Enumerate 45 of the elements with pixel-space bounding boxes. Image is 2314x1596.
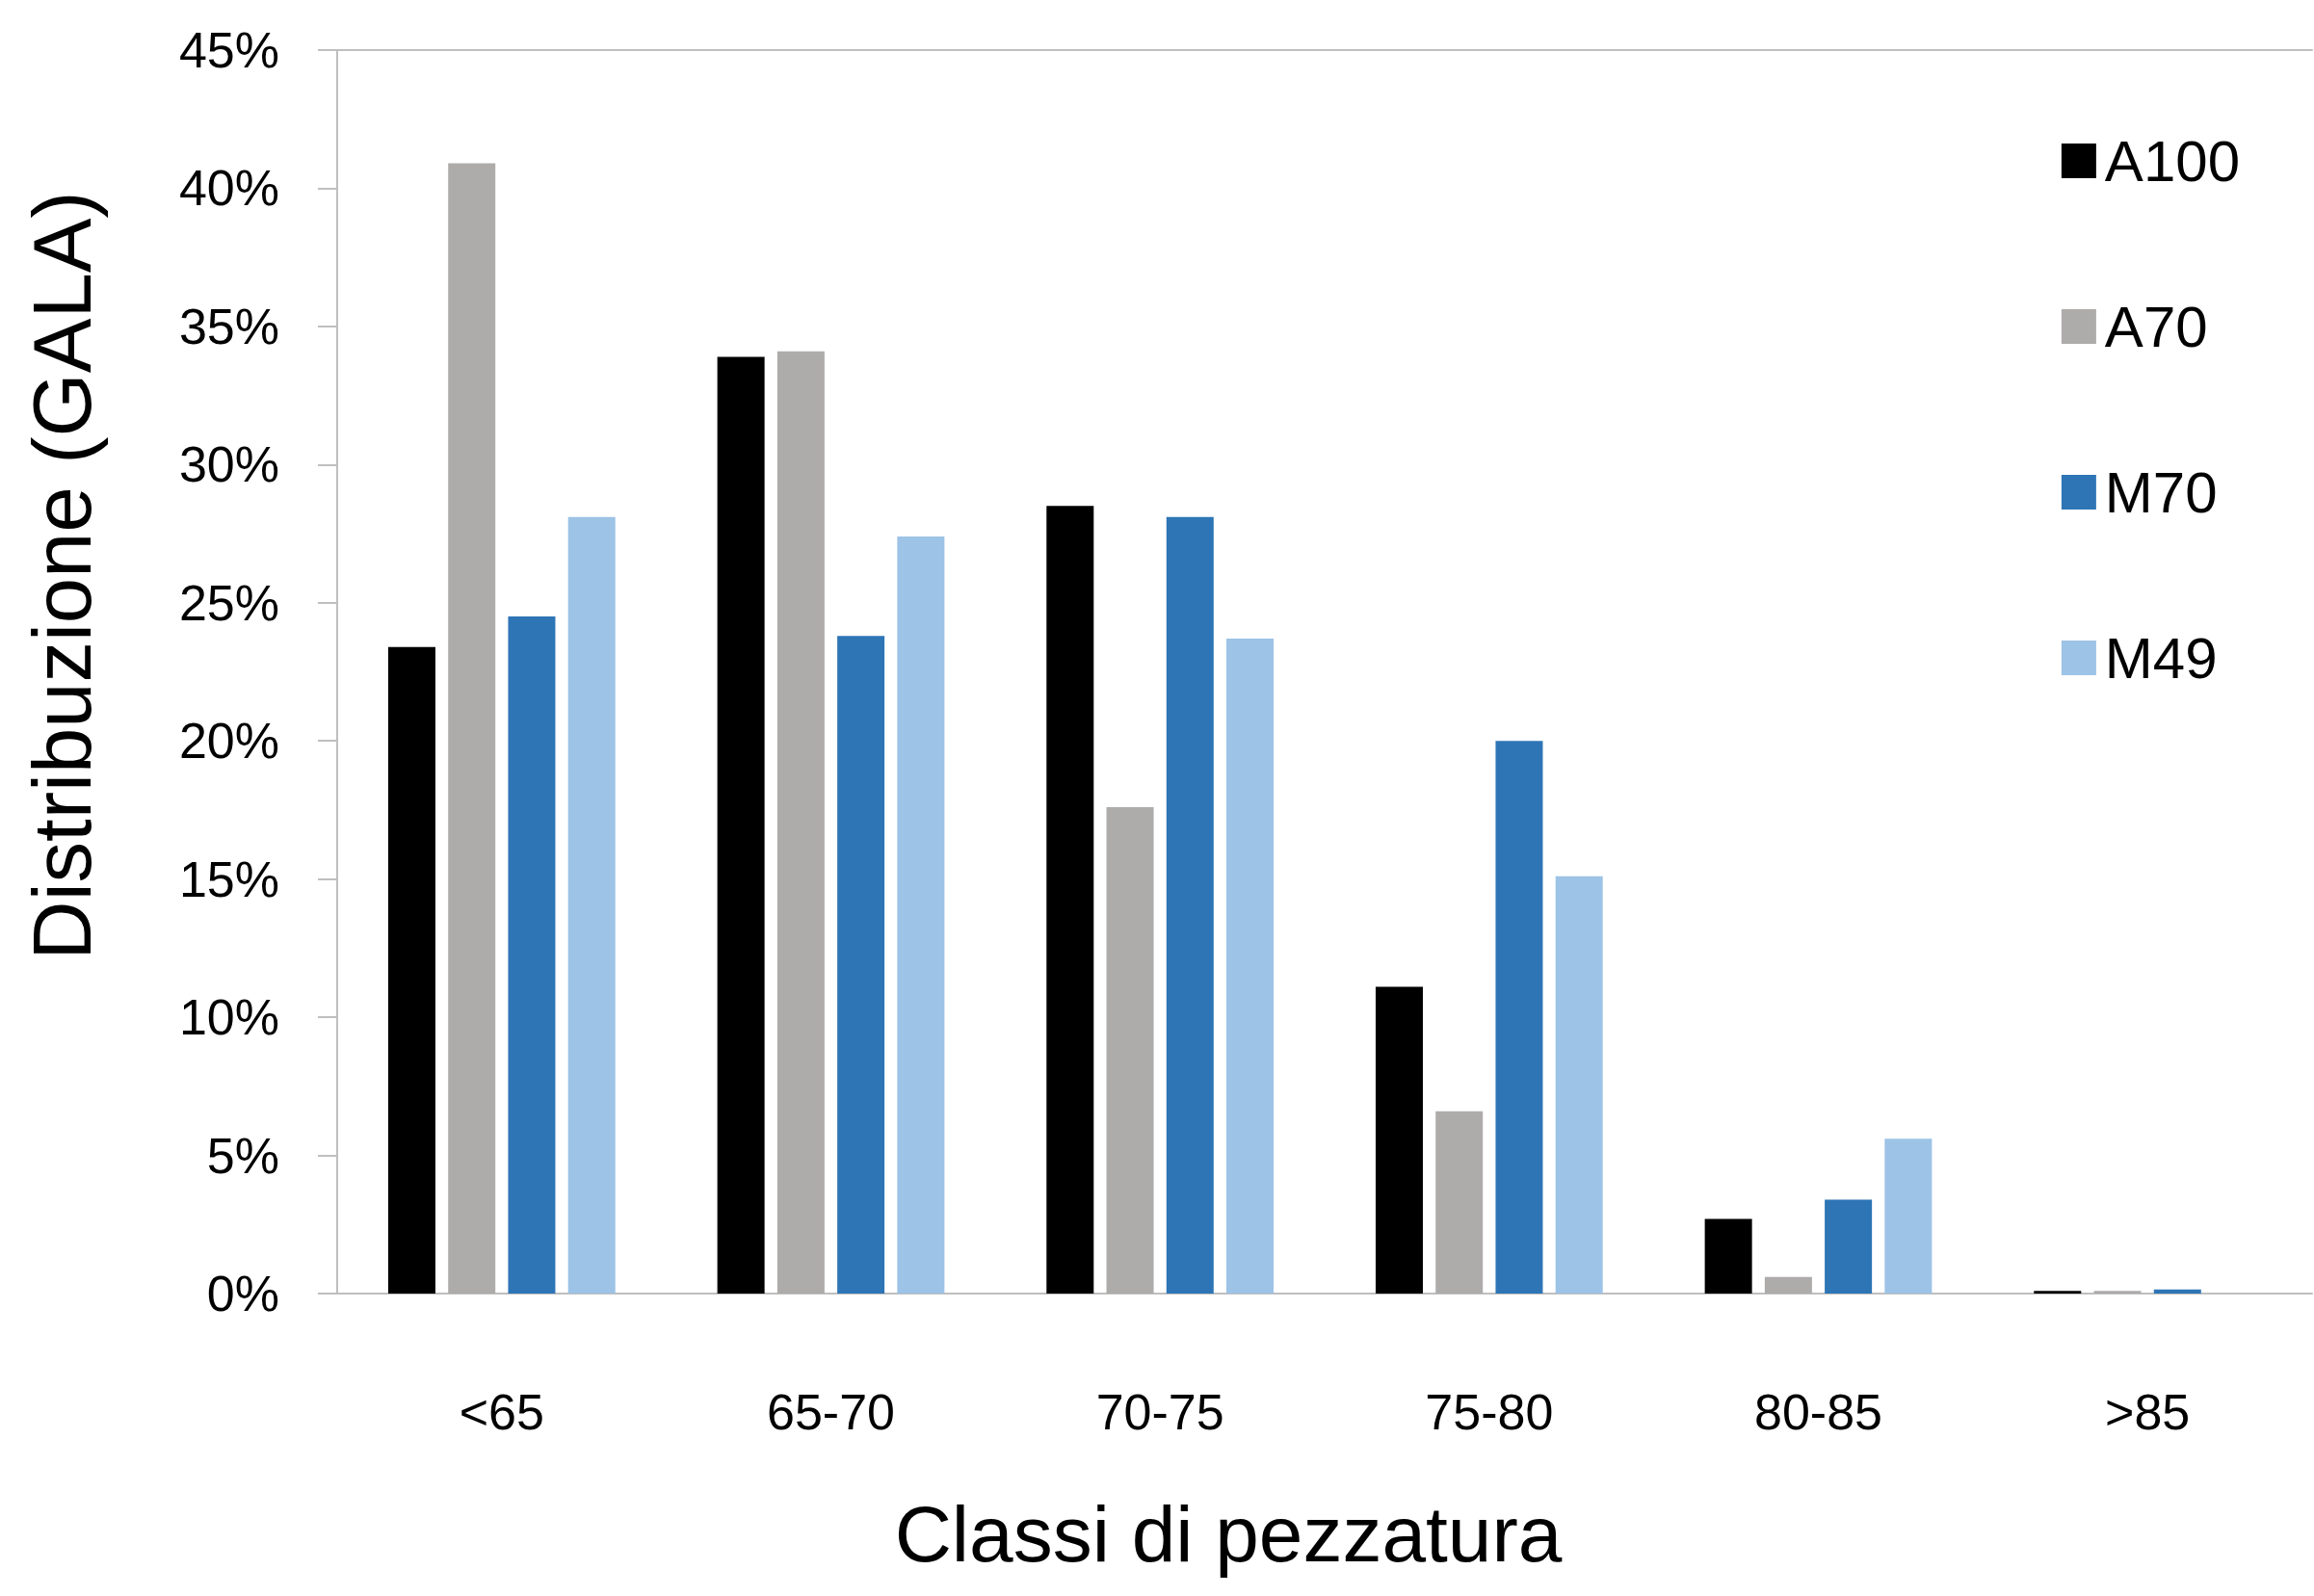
y-tick-label: 15% <box>178 850 279 907</box>
y-tick-label: 10% <box>178 989 279 1046</box>
bar <box>1825 1199 1873 1294</box>
bar <box>508 616 556 1294</box>
bar <box>1435 1111 1484 1294</box>
x-tick-label: <65 <box>459 1384 544 1440</box>
bar <box>776 351 825 1294</box>
bar <box>2034 1291 2082 1294</box>
y-axis-title: Distribuzione (GALA) <box>16 191 108 960</box>
x-tick-label: 80-85 <box>1754 1384 1882 1440</box>
x-axis-title: Classi di pezzatura <box>894 1489 1563 1578</box>
bar <box>1226 639 1275 1294</box>
bar <box>1555 876 1603 1294</box>
x-tick-label: 75-80 <box>1425 1384 1554 1440</box>
y-tick-label: 25% <box>178 574 279 631</box>
x-tick-label: 65-70 <box>767 1384 895 1440</box>
legend-label: A70 <box>2104 294 2208 359</box>
bar <box>1884 1138 1933 1294</box>
bar <box>717 356 765 1294</box>
legend-label: M49 <box>2104 625 2218 691</box>
x-tick-label: 70-75 <box>1095 1384 1224 1440</box>
bar <box>1495 741 1543 1294</box>
bar <box>1704 1218 1752 1294</box>
y-tick-label: 40% <box>178 160 279 217</box>
bar <box>1375 986 1423 1294</box>
y-tick-label: 30% <box>178 436 279 493</box>
bar <box>897 536 945 1294</box>
bar <box>1106 807 1154 1294</box>
bar <box>2153 1289 2201 1294</box>
y-tick-label: 20% <box>178 713 279 770</box>
legend-label: M70 <box>2104 459 2218 525</box>
bar <box>567 516 616 1294</box>
bar <box>1764 1276 1812 1294</box>
bar <box>387 646 435 1294</box>
y-tick-label: 0% <box>206 1266 279 1321</box>
bar <box>1046 506 1094 1294</box>
y-tick-label: 5% <box>206 1127 279 1184</box>
y-tick-label: 45% <box>178 22 279 78</box>
x-tick-label: >85 <box>2105 1384 2191 1440</box>
bar <box>2093 1291 2142 1294</box>
bar <box>1166 516 1214 1294</box>
bar <box>837 636 885 1294</box>
y-tick-label: 35% <box>178 298 279 354</box>
legend-label: A100 <box>2104 128 2241 194</box>
bar <box>448 163 496 1294</box>
